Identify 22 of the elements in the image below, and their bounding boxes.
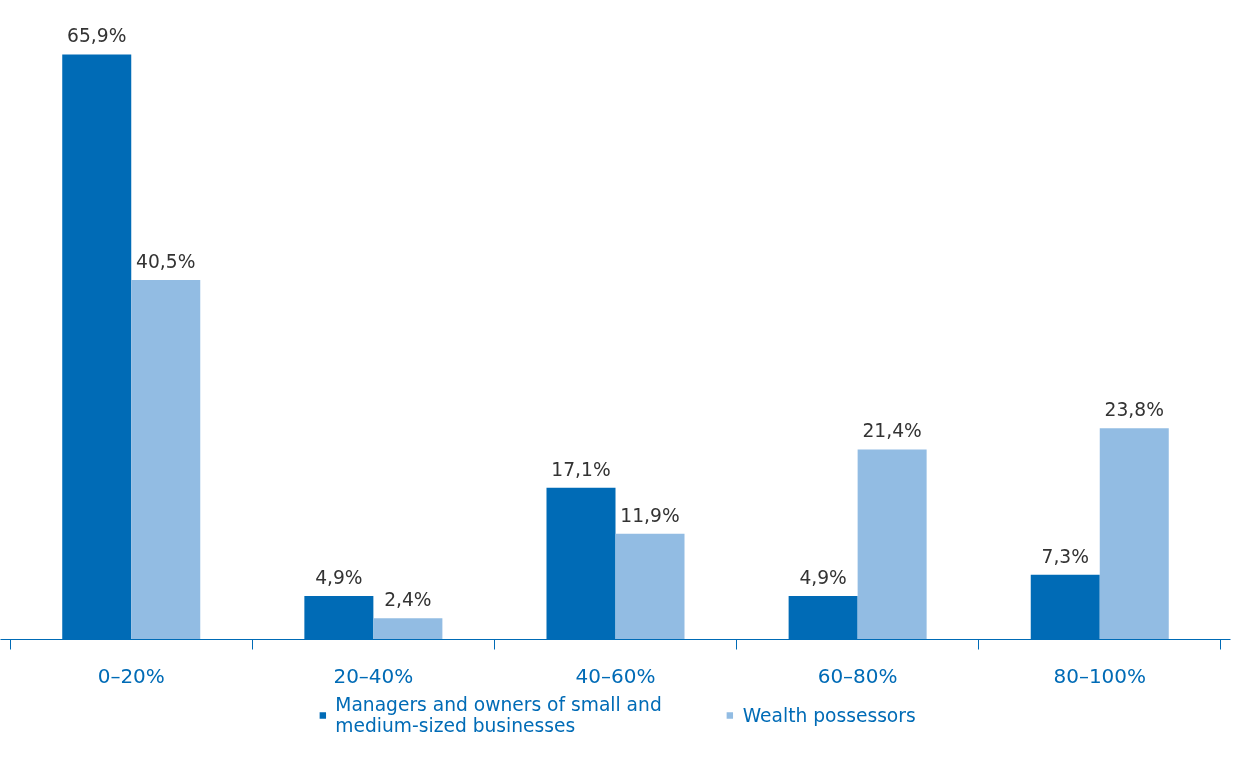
bar: [373, 618, 443, 640]
data-label: 11,9%: [620, 504, 680, 526]
data-label: 4,9%: [799, 566, 847, 588]
x-tick-label: 60–80%: [817, 663, 898, 688]
x-tick-label: 40–60%: [575, 663, 656, 688]
bar: [615, 533, 685, 640]
data-label: 7,3%: [1041, 545, 1089, 567]
legend-label: Wealth possessors: [742, 704, 916, 726]
x-tick-label: 0–20%: [97, 663, 165, 688]
data-label: 65,9%: [67, 25, 127, 47]
bar: [857, 449, 927, 640]
data-label: 21,4%: [862, 420, 922, 442]
data-label: 4,9%: [315, 566, 363, 588]
x-tick-label: 20–40%: [333, 663, 414, 688]
data-label: 40,5%: [136, 250, 196, 272]
data-label: 2,4%: [384, 589, 432, 611]
legend-label: Managers and owners of small and medium-sized businesses: [335, 694, 662, 736]
bar: [1099, 428, 1169, 640]
bar: [131, 279, 201, 640]
x-tick-label: 80–100%: [1053, 663, 1147, 688]
data-label: 17,1%: [551, 458, 611, 480]
data-label: 23,8%: [1104, 399, 1164, 421]
